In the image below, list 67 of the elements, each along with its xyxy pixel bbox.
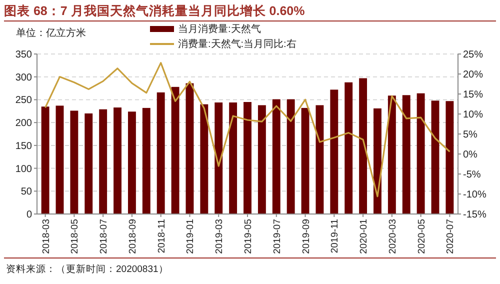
bar xyxy=(446,101,454,214)
x-tick-label: 2019-05 xyxy=(243,219,254,254)
bar xyxy=(70,110,78,214)
x-tick-label: 2020-03 xyxy=(387,219,398,254)
x-tick-label: 2019-11 xyxy=(330,219,341,254)
chart-title: 图表 68：7 月我国天然气消耗量当月同比增长 0.60% xyxy=(4,3,305,18)
bar xyxy=(41,106,50,214)
y2-tick-label: 15% xyxy=(463,90,484,100)
y2-tick-label: -10% xyxy=(463,190,486,200)
bar xyxy=(114,107,122,214)
x-tick-label: 2018-09 xyxy=(127,219,138,254)
bar xyxy=(330,90,338,214)
bar xyxy=(258,105,266,214)
bar xyxy=(244,102,252,214)
y2-tick-label: -15% xyxy=(463,210,486,220)
bar xyxy=(431,100,440,214)
x-tick-label: 2019-03 xyxy=(214,219,226,254)
x-tick-label: 2018-07 xyxy=(98,219,110,254)
bar xyxy=(171,86,180,214)
x-tick-label: 2020-01 xyxy=(358,219,370,254)
bar xyxy=(301,108,310,214)
bar xyxy=(84,113,93,214)
y-tick-label: 300 xyxy=(15,72,32,84)
legend-label: 当月消费量:天然气 xyxy=(178,23,261,35)
y-tick-label: 250 xyxy=(15,95,32,106)
x-tick-label: 2020-05 xyxy=(416,219,428,254)
bar xyxy=(156,92,165,214)
bar xyxy=(402,95,410,214)
text: 资料来源：（更新时间：20200831） xyxy=(6,263,168,275)
x-tick-label: 2019-07 xyxy=(272,219,283,254)
y2-tick-label: 5% xyxy=(463,130,478,140)
y-tick-label: 100 xyxy=(15,164,32,175)
y2-tick-label: 10% xyxy=(463,110,484,120)
x-tick-label: 2018-11 xyxy=(156,219,168,254)
bar xyxy=(344,82,353,214)
x-tick-label: 2020-07 xyxy=(445,219,456,254)
bar xyxy=(214,102,223,214)
y2-tick-label: 0% xyxy=(463,150,478,160)
x-tick-label: 2018-05 xyxy=(70,219,81,254)
bar xyxy=(128,112,136,214)
bar xyxy=(186,83,194,214)
x-tick-label: 2019-09 xyxy=(300,219,312,254)
y-tick-label: 200 xyxy=(15,118,32,130)
bar xyxy=(388,96,396,214)
x-tick-label: 2019-01 xyxy=(185,219,196,254)
x-tick-label: 2018-03 xyxy=(40,219,52,254)
bar xyxy=(359,78,368,214)
bar xyxy=(99,109,108,214)
y2-tick-label: -5% xyxy=(463,170,481,180)
bar xyxy=(56,106,64,214)
y-axis-title: 单位：亿立方米 xyxy=(16,27,86,39)
y-tick-label: 350 xyxy=(15,50,32,60)
y2-tick-label: 25% xyxy=(463,50,484,60)
bar xyxy=(286,99,295,214)
y-tick-label: 50 xyxy=(20,186,32,198)
y-tick-label: 0 xyxy=(26,210,32,220)
bar xyxy=(374,108,382,214)
bar xyxy=(416,93,425,214)
y2-tick-label: 20% xyxy=(463,70,484,80)
legend-label: 消费量:天然气:当月同比:右 xyxy=(178,38,296,50)
bar xyxy=(200,104,208,214)
bar xyxy=(272,99,280,214)
bar xyxy=(316,105,324,214)
y-tick-label: 150 xyxy=(15,140,32,152)
bar xyxy=(229,102,238,214)
line-series xyxy=(44,62,450,198)
bar xyxy=(142,108,150,214)
